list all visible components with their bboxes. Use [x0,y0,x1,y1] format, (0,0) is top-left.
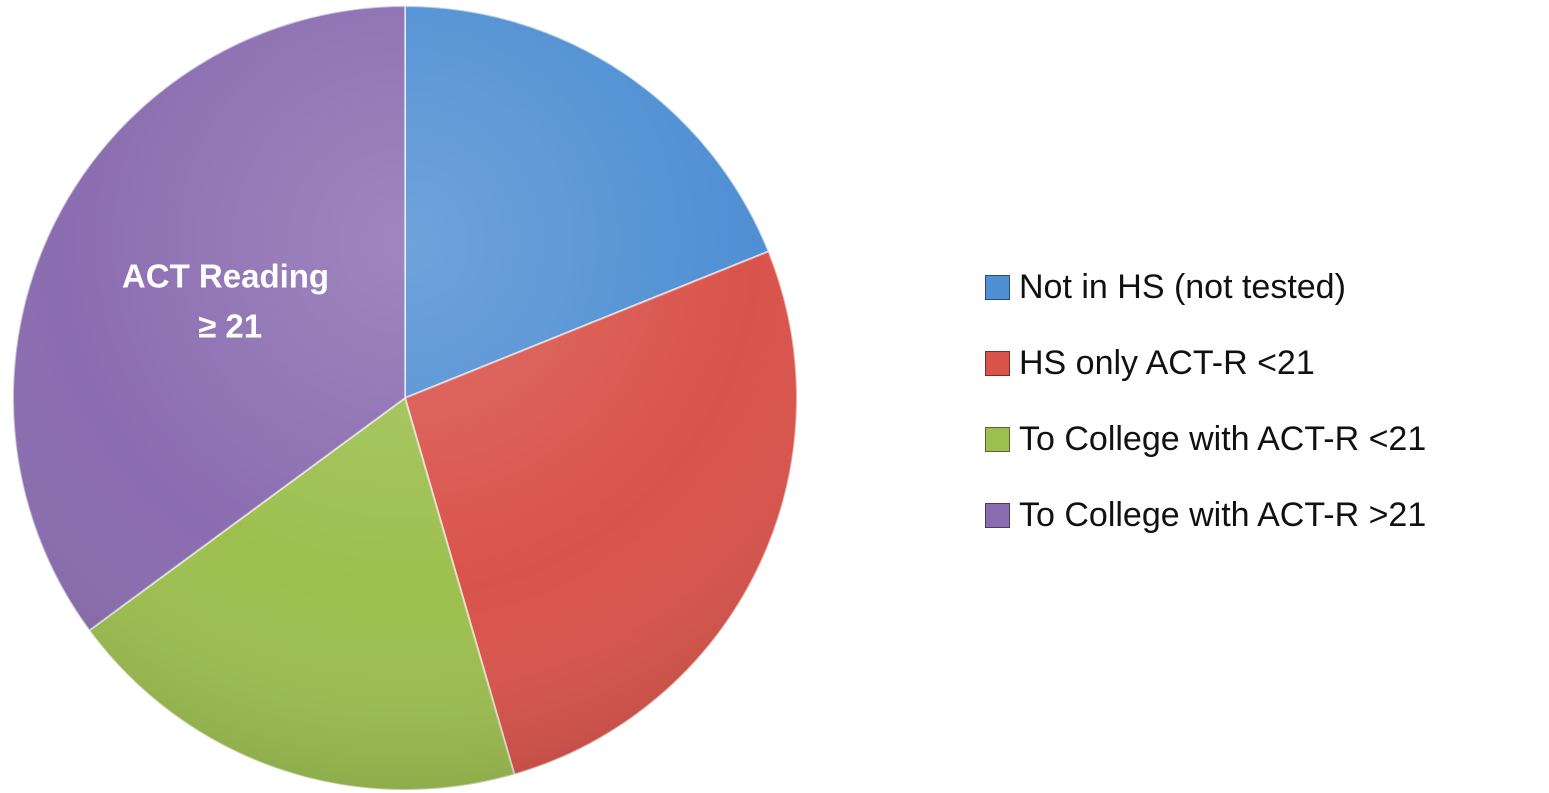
chart-legend: Not in HS (not tested) HS only ACT-R <21… [985,268,1426,572]
legend-label: HS only ACT-R <21 [1019,343,1315,382]
legend-swatch [985,502,1010,528]
legend-label: To College with ACT-R <21 [1019,419,1427,458]
slice-label-line-1: ACT Reading [122,258,329,295]
legend-item-not-in-hs: Not in HS (not tested) [985,268,1426,306]
slice-label-line-2: ≥ 21 [198,308,262,345]
legend-item-college-below-21: To College with ACT-R <21 [985,420,1426,458]
legend-swatch [985,350,1010,376]
legend-label: Not in HS (not tested) [1019,267,1346,306]
slice-label-act-reading: ACT Reading ≥ 21 [122,258,338,345]
pie-slices [12,4,798,791]
legend-swatch [985,274,1010,300]
legend-item-hs-only: HS only ACT-R <21 [985,344,1426,382]
legend-item-college-above-21: To College with ACT-R >21 [985,496,1426,534]
legend-label: To College with ACT-R >21 [1019,495,1427,534]
legend-swatch [985,426,1010,452]
